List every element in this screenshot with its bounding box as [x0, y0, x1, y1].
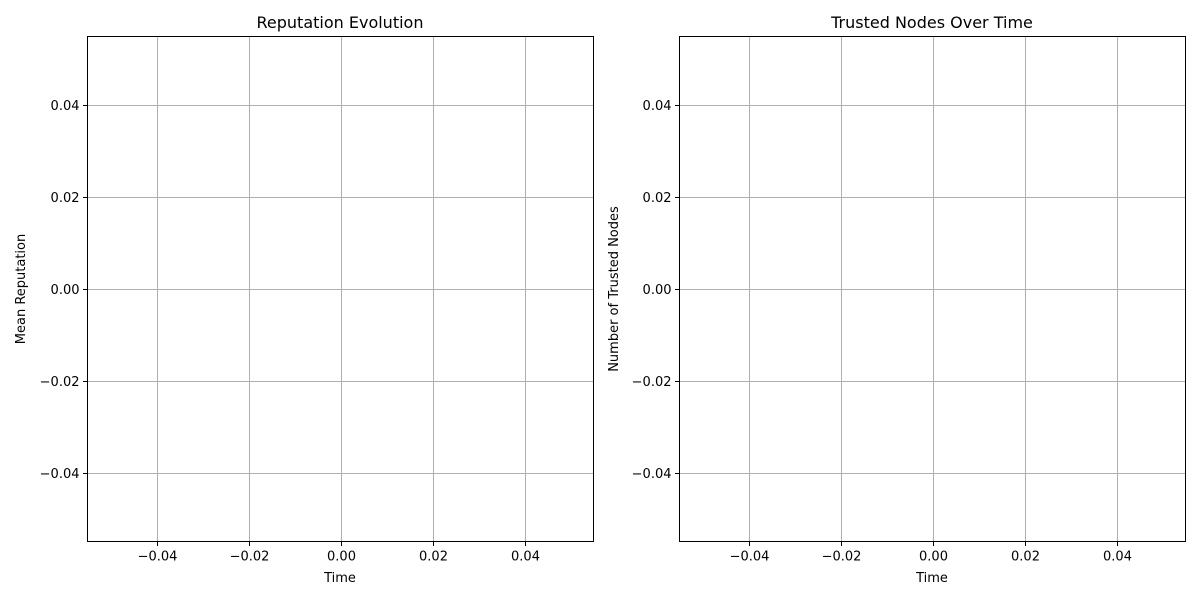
- y-axis: −0.04 −0.02 0.00 0.02 0.04: [40, 99, 88, 482]
- x-tick-label: 0.04: [1103, 550, 1132, 565]
- x-axis: −0.04 −0.02 0.00 0.02 0.04: [730, 541, 1132, 565]
- x-tick-label: 0.04: [511, 550, 540, 565]
- chart-trusted-nodes: Trusted Nodes Over Time −0.04 −0.02 0.00 0.…: [607, 13, 1186, 586]
- y-tick-label: 0.04: [643, 99, 672, 114]
- grid: [679, 36, 1186, 542]
- grid: [87, 36, 594, 542]
- y-tick-label: 0.02: [643, 191, 672, 206]
- y-tick-label: 0.00: [643, 283, 672, 298]
- y-tick-label: −0.02: [632, 375, 672, 390]
- y-axis: −0.04 −0.02 0.00 0.02 0.04: [632, 99, 680, 482]
- x-axis-label: Time: [323, 571, 356, 586]
- x-tick-label: −0.02: [822, 550, 862, 565]
- x-tick-label: 0.02: [1011, 550, 1040, 565]
- y-tick-label: 0.00: [51, 283, 80, 298]
- x-tick-label: −0.02: [230, 550, 270, 565]
- chart-reputation-evolution: Reputation Evolution −0.04 −0.02 0.00 0.02 0…: [14, 13, 594, 586]
- y-tick-label: −0.04: [632, 467, 672, 482]
- y-tick-label: 0.02: [51, 191, 80, 206]
- y-tick-label: −0.04: [40, 467, 80, 482]
- x-axis: −0.04 −0.02 0.00 0.02 0.04: [138, 541, 540, 565]
- chart-title: Reputation Evolution: [257, 13, 424, 32]
- x-tick-label: −0.04: [730, 550, 770, 565]
- y-axis-label: Number of Trusted Nodes: [607, 206, 622, 372]
- y-axis-label: Mean Reputation: [14, 234, 29, 344]
- x-tick-label: 0.02: [419, 550, 448, 565]
- chart-title: Trusted Nodes Over Time: [830, 13, 1033, 32]
- y-tick-label: 0.04: [51, 99, 80, 114]
- y-tick-label: −0.02: [40, 375, 80, 390]
- x-tick-label: 0.00: [327, 550, 356, 565]
- x-axis-label: Time: [915, 571, 948, 586]
- x-tick-label: −0.04: [138, 550, 178, 565]
- x-tick-label: 0.00: [919, 550, 948, 565]
